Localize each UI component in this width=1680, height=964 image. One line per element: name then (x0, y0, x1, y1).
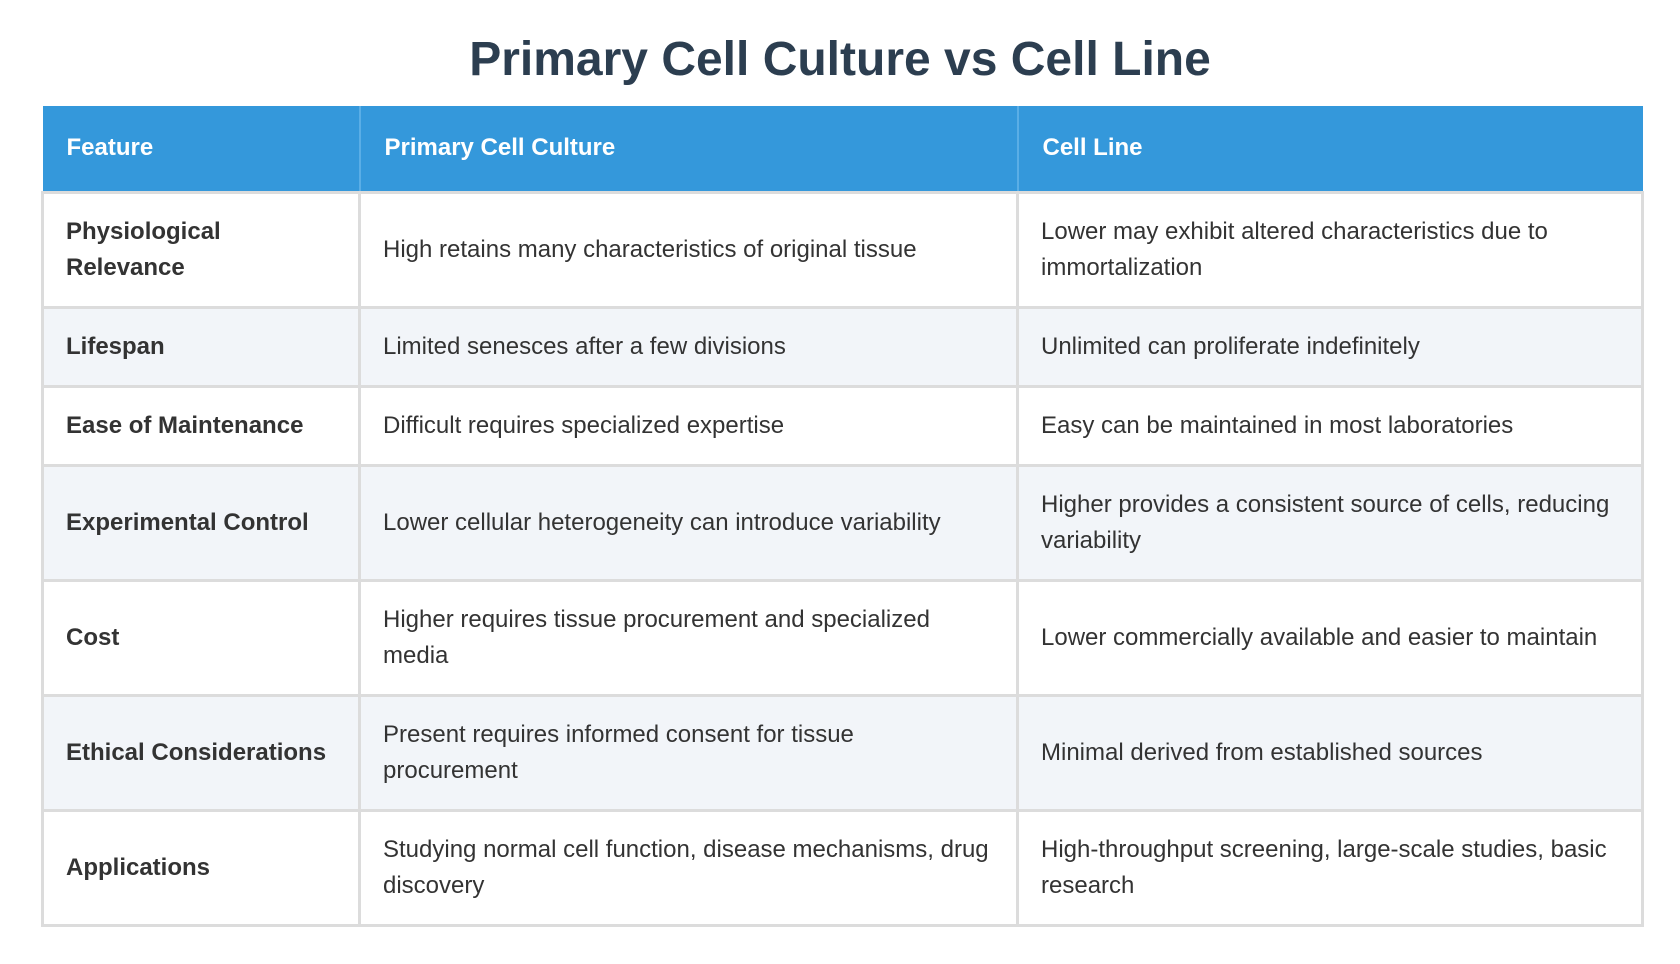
cell-line-cell: Easy can be maintained in most laborator… (1016, 384, 1644, 467)
column-header-primary-cell-culture: Primary Cell Culture (359, 106, 1019, 192)
primary-culture-cell: Limited senesces after a few divisions (358, 305, 1019, 388)
feature-cell: Cost (41, 578, 361, 697)
table-body: Physiological Relevance High retains man… (41, 190, 1644, 927)
column-header-cell-line: Cell Line (1017, 106, 1643, 192)
cell-line-cell: Higher provides a consistent source of c… (1016, 463, 1644, 582)
feature-cell: Physiological Relevance (41, 190, 361, 309)
primary-culture-cell: Difficult requires specialized expertise (358, 384, 1019, 467)
cell-line-cell: High-throughput screening, large-scale s… (1016, 808, 1644, 927)
feature-cell: Applications (41, 808, 361, 927)
table-row: Lifespan Limited senesces after a few di… (41, 305, 1644, 388)
table-row: Cost Higher requires tissue procurement … (41, 578, 1644, 697)
column-header-feature: Feature (42, 106, 361, 192)
table-row: Ease of Maintenance Difficult requires s… (41, 384, 1644, 467)
feature-cell: Ease of Maintenance (41, 384, 361, 467)
cell-line-cell: Lower may exhibit altered characteristic… (1016, 190, 1644, 309)
table-row: Ethical Considerations Present requires … (41, 693, 1644, 812)
page-title: Primary Cell Culture vs Cell Line (469, 33, 1211, 86)
primary-culture-cell: High retains many characteristics of ori… (358, 190, 1019, 309)
table-header: Feature Primary Cell Culture Cell Line (42, 106, 1643, 192)
feature-cell: Ethical Considerations (41, 693, 361, 812)
cell-line-cell: Unlimited can proliferate indefinitely (1016, 305, 1644, 388)
feature-cell: Lifespan (41, 305, 361, 388)
header-row: Feature Primary Cell Culture Cell Line (42, 106, 1643, 192)
comparison-table: Feature Primary Cell Culture Cell Line P… (41, 106, 1644, 927)
primary-culture-cell: Higher requires tissue procurement and s… (358, 578, 1019, 697)
primary-culture-cell: Studying normal cell function, disease m… (358, 808, 1019, 927)
table-row: Physiological Relevance High retains man… (41, 190, 1644, 309)
primary-culture-cell: Present requires informed consent for ti… (358, 693, 1019, 812)
cell-line-cell: Minimal derived from established sources (1016, 693, 1644, 812)
primary-culture-cell: Lower cellular heterogeneity can introdu… (358, 463, 1019, 582)
cell-line-cell: Lower commercially available and easier … (1016, 578, 1644, 697)
table-row: Experimental Control Lower cellular hete… (41, 463, 1644, 582)
table-row: Applications Studying normal cell functi… (41, 808, 1644, 927)
feature-cell: Experimental Control (41, 463, 361, 582)
